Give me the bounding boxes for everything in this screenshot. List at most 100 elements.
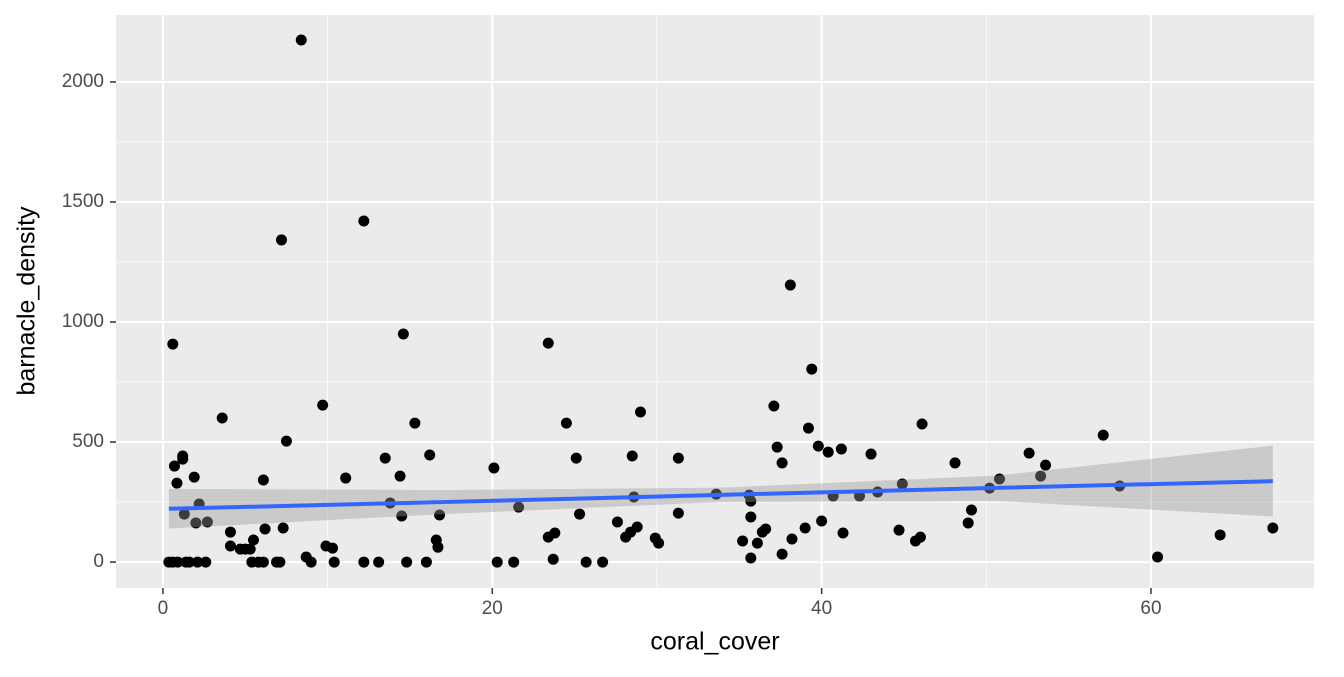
- point: [183, 556, 195, 568]
- point: [328, 556, 340, 568]
- point: [597, 556, 609, 568]
- point: [248, 534, 260, 546]
- point: [634, 406, 646, 418]
- point: [373, 556, 385, 568]
- point: [280, 435, 292, 447]
- point: [745, 511, 757, 523]
- point: [396, 510, 408, 522]
- point: [837, 527, 849, 539]
- point: [580, 556, 592, 568]
- point: [962, 517, 974, 529]
- point: [200, 556, 212, 568]
- point: [771, 441, 783, 453]
- point: [171, 477, 183, 489]
- point: [1097, 429, 1109, 441]
- point: [965, 504, 977, 516]
- point: [394, 470, 406, 482]
- y-tick-label: 0: [93, 551, 104, 572]
- point: [172, 556, 184, 568]
- point: [822, 446, 834, 458]
- x-tick-label: 0: [158, 598, 169, 619]
- point: [188, 471, 200, 483]
- point: [835, 443, 847, 455]
- point: [611, 516, 623, 528]
- point: [1023, 447, 1035, 459]
- point: [277, 522, 289, 534]
- point: [216, 412, 228, 424]
- point: [257, 556, 269, 568]
- point: [401, 556, 413, 568]
- point: [549, 527, 561, 539]
- x-tick-label: 40: [811, 598, 832, 619]
- point: [799, 522, 811, 534]
- point: [513, 501, 525, 513]
- point: [865, 448, 877, 460]
- point: [768, 400, 780, 412]
- point: [340, 472, 352, 484]
- point: [274, 556, 286, 568]
- point: [916, 418, 928, 430]
- point: [178, 508, 190, 520]
- point: [802, 422, 814, 434]
- point: [201, 516, 213, 528]
- point: [574, 508, 586, 520]
- point: [993, 473, 1005, 485]
- point: [760, 523, 772, 535]
- y-tick-label: 500: [72, 431, 104, 452]
- y-tick-label: 1500: [62, 191, 104, 212]
- point: [409, 417, 421, 429]
- point: [275, 234, 287, 246]
- point: [560, 417, 572, 429]
- point: [295, 34, 307, 46]
- point: [224, 540, 236, 552]
- point: [893, 524, 905, 536]
- point: [432, 541, 444, 553]
- point: [547, 553, 559, 565]
- point: [488, 462, 500, 474]
- point: [776, 548, 788, 560]
- x-tick-label: 60: [1140, 598, 1161, 619]
- point: [305, 556, 317, 568]
- point: [358, 556, 370, 568]
- y-axis-title: barnacle_density: [13, 206, 41, 396]
- point: [177, 453, 189, 465]
- point: [806, 363, 818, 375]
- y-tick-label: 1000: [62, 311, 104, 332]
- confidence-band: [168, 445, 1273, 529]
- point: [491, 556, 503, 568]
- y-tick-label: 2000: [62, 71, 104, 92]
- point: [358, 215, 370, 227]
- point: [420, 556, 432, 568]
- point: [379, 452, 391, 464]
- point: [626, 450, 638, 462]
- point: [896, 478, 908, 490]
- point: [745, 552, 757, 564]
- point: [1040, 459, 1052, 471]
- point: [672, 452, 684, 464]
- point: [508, 556, 520, 568]
- point: [257, 474, 269, 486]
- point: [816, 515, 828, 527]
- point: [1152, 551, 1164, 563]
- point: [1214, 529, 1226, 541]
- point: [812, 440, 824, 452]
- smooth-line: [168, 479, 1273, 511]
- point: [653, 537, 665, 549]
- point: [190, 517, 202, 529]
- point: [167, 338, 179, 350]
- point: [259, 523, 271, 535]
- point: [424, 449, 436, 461]
- point: [1267, 522, 1279, 534]
- point: [327, 542, 339, 554]
- point: [786, 533, 798, 545]
- point: [631, 521, 643, 533]
- point: [784, 279, 796, 291]
- point: [244, 543, 256, 555]
- point: [542, 337, 554, 349]
- point: [397, 328, 409, 340]
- point: [776, 457, 788, 469]
- point: [751, 537, 763, 549]
- x-axis-title: coral_cover: [650, 628, 779, 656]
